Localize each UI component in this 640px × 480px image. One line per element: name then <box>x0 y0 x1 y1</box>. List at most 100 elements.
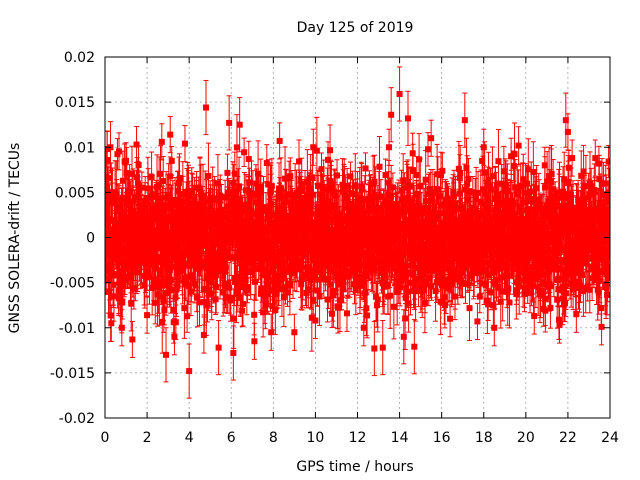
data-point <box>322 258 329 265</box>
data-point <box>105 191 112 198</box>
data-point <box>294 243 301 250</box>
data-point <box>185 282 192 289</box>
data-point <box>307 277 314 284</box>
data-point <box>291 265 298 272</box>
data-point <box>306 226 313 233</box>
data-point <box>328 310 335 317</box>
data-point <box>327 147 334 154</box>
data-point <box>325 276 332 283</box>
data-point <box>204 301 211 308</box>
data-point <box>212 227 219 234</box>
data-point <box>154 201 161 208</box>
data-point <box>199 192 206 199</box>
data-point <box>224 280 231 287</box>
data-point <box>134 269 141 276</box>
data-point <box>193 222 200 229</box>
data-point <box>162 222 169 229</box>
data-point <box>151 251 158 258</box>
data-point <box>138 184 145 191</box>
data-point <box>197 208 204 215</box>
data-point <box>227 294 234 301</box>
data-point <box>230 315 237 322</box>
data-point <box>339 276 346 283</box>
data-point <box>257 189 264 196</box>
data-point <box>212 296 219 303</box>
data-point <box>195 265 202 272</box>
data-point <box>298 281 305 288</box>
data-point <box>158 282 165 289</box>
data-point <box>130 285 137 292</box>
data-point <box>205 247 212 254</box>
data-point <box>158 206 165 213</box>
data-point <box>339 217 346 224</box>
data-point <box>251 311 258 318</box>
data-point <box>303 192 310 199</box>
data-point <box>156 181 163 188</box>
data-point <box>181 261 188 268</box>
data-point <box>150 216 157 223</box>
data-point <box>115 148 122 155</box>
data-point <box>119 299 126 306</box>
data-point <box>263 208 270 215</box>
data-point <box>221 268 228 275</box>
data-point <box>128 170 135 177</box>
data-point <box>262 302 269 309</box>
data-point <box>138 259 145 266</box>
data-point <box>241 201 248 208</box>
data-point <box>250 210 257 217</box>
data-point <box>233 144 240 151</box>
data-point <box>179 267 186 274</box>
data-point <box>252 199 259 206</box>
data-point <box>152 265 159 272</box>
data-point <box>278 286 285 293</box>
data-point <box>203 198 210 205</box>
data-point <box>335 304 342 311</box>
data-point <box>115 197 122 204</box>
data-point <box>309 174 316 181</box>
data-point <box>277 248 284 255</box>
data-point <box>251 246 258 253</box>
data-point <box>265 181 272 188</box>
data-point <box>305 286 312 293</box>
data-point <box>268 250 275 257</box>
data-point <box>339 230 346 237</box>
data-point <box>253 264 260 271</box>
data-point <box>234 200 241 207</box>
data-point <box>172 294 179 301</box>
data-point <box>292 258 299 265</box>
data-point <box>162 290 169 297</box>
data-point <box>168 157 175 164</box>
data-point <box>314 276 321 283</box>
data-point <box>208 219 215 226</box>
data-point <box>324 186 331 193</box>
data-point <box>205 172 212 179</box>
data-point <box>320 275 327 282</box>
data-point <box>249 192 256 199</box>
data-point <box>253 180 260 187</box>
data-point <box>194 254 201 261</box>
data-point <box>223 294 230 301</box>
data-point <box>130 198 137 205</box>
data-point <box>170 306 177 313</box>
data-point <box>325 240 332 247</box>
data-point <box>259 231 266 238</box>
data-point <box>181 281 188 288</box>
data-point <box>316 244 323 251</box>
data-point <box>239 307 246 314</box>
data-point <box>235 232 242 239</box>
data-point <box>284 289 291 296</box>
data-point <box>327 281 334 288</box>
data-point <box>336 242 343 249</box>
data-point <box>325 261 332 268</box>
data-point <box>224 169 231 176</box>
data-point <box>107 312 114 319</box>
data-point <box>108 200 115 207</box>
data-point <box>288 192 295 199</box>
data-point <box>105 175 112 182</box>
data-point <box>148 174 155 181</box>
data-point <box>128 300 135 307</box>
data-point <box>296 259 303 266</box>
data-point <box>188 272 195 279</box>
data-point <box>310 296 317 303</box>
data-point <box>334 172 341 179</box>
